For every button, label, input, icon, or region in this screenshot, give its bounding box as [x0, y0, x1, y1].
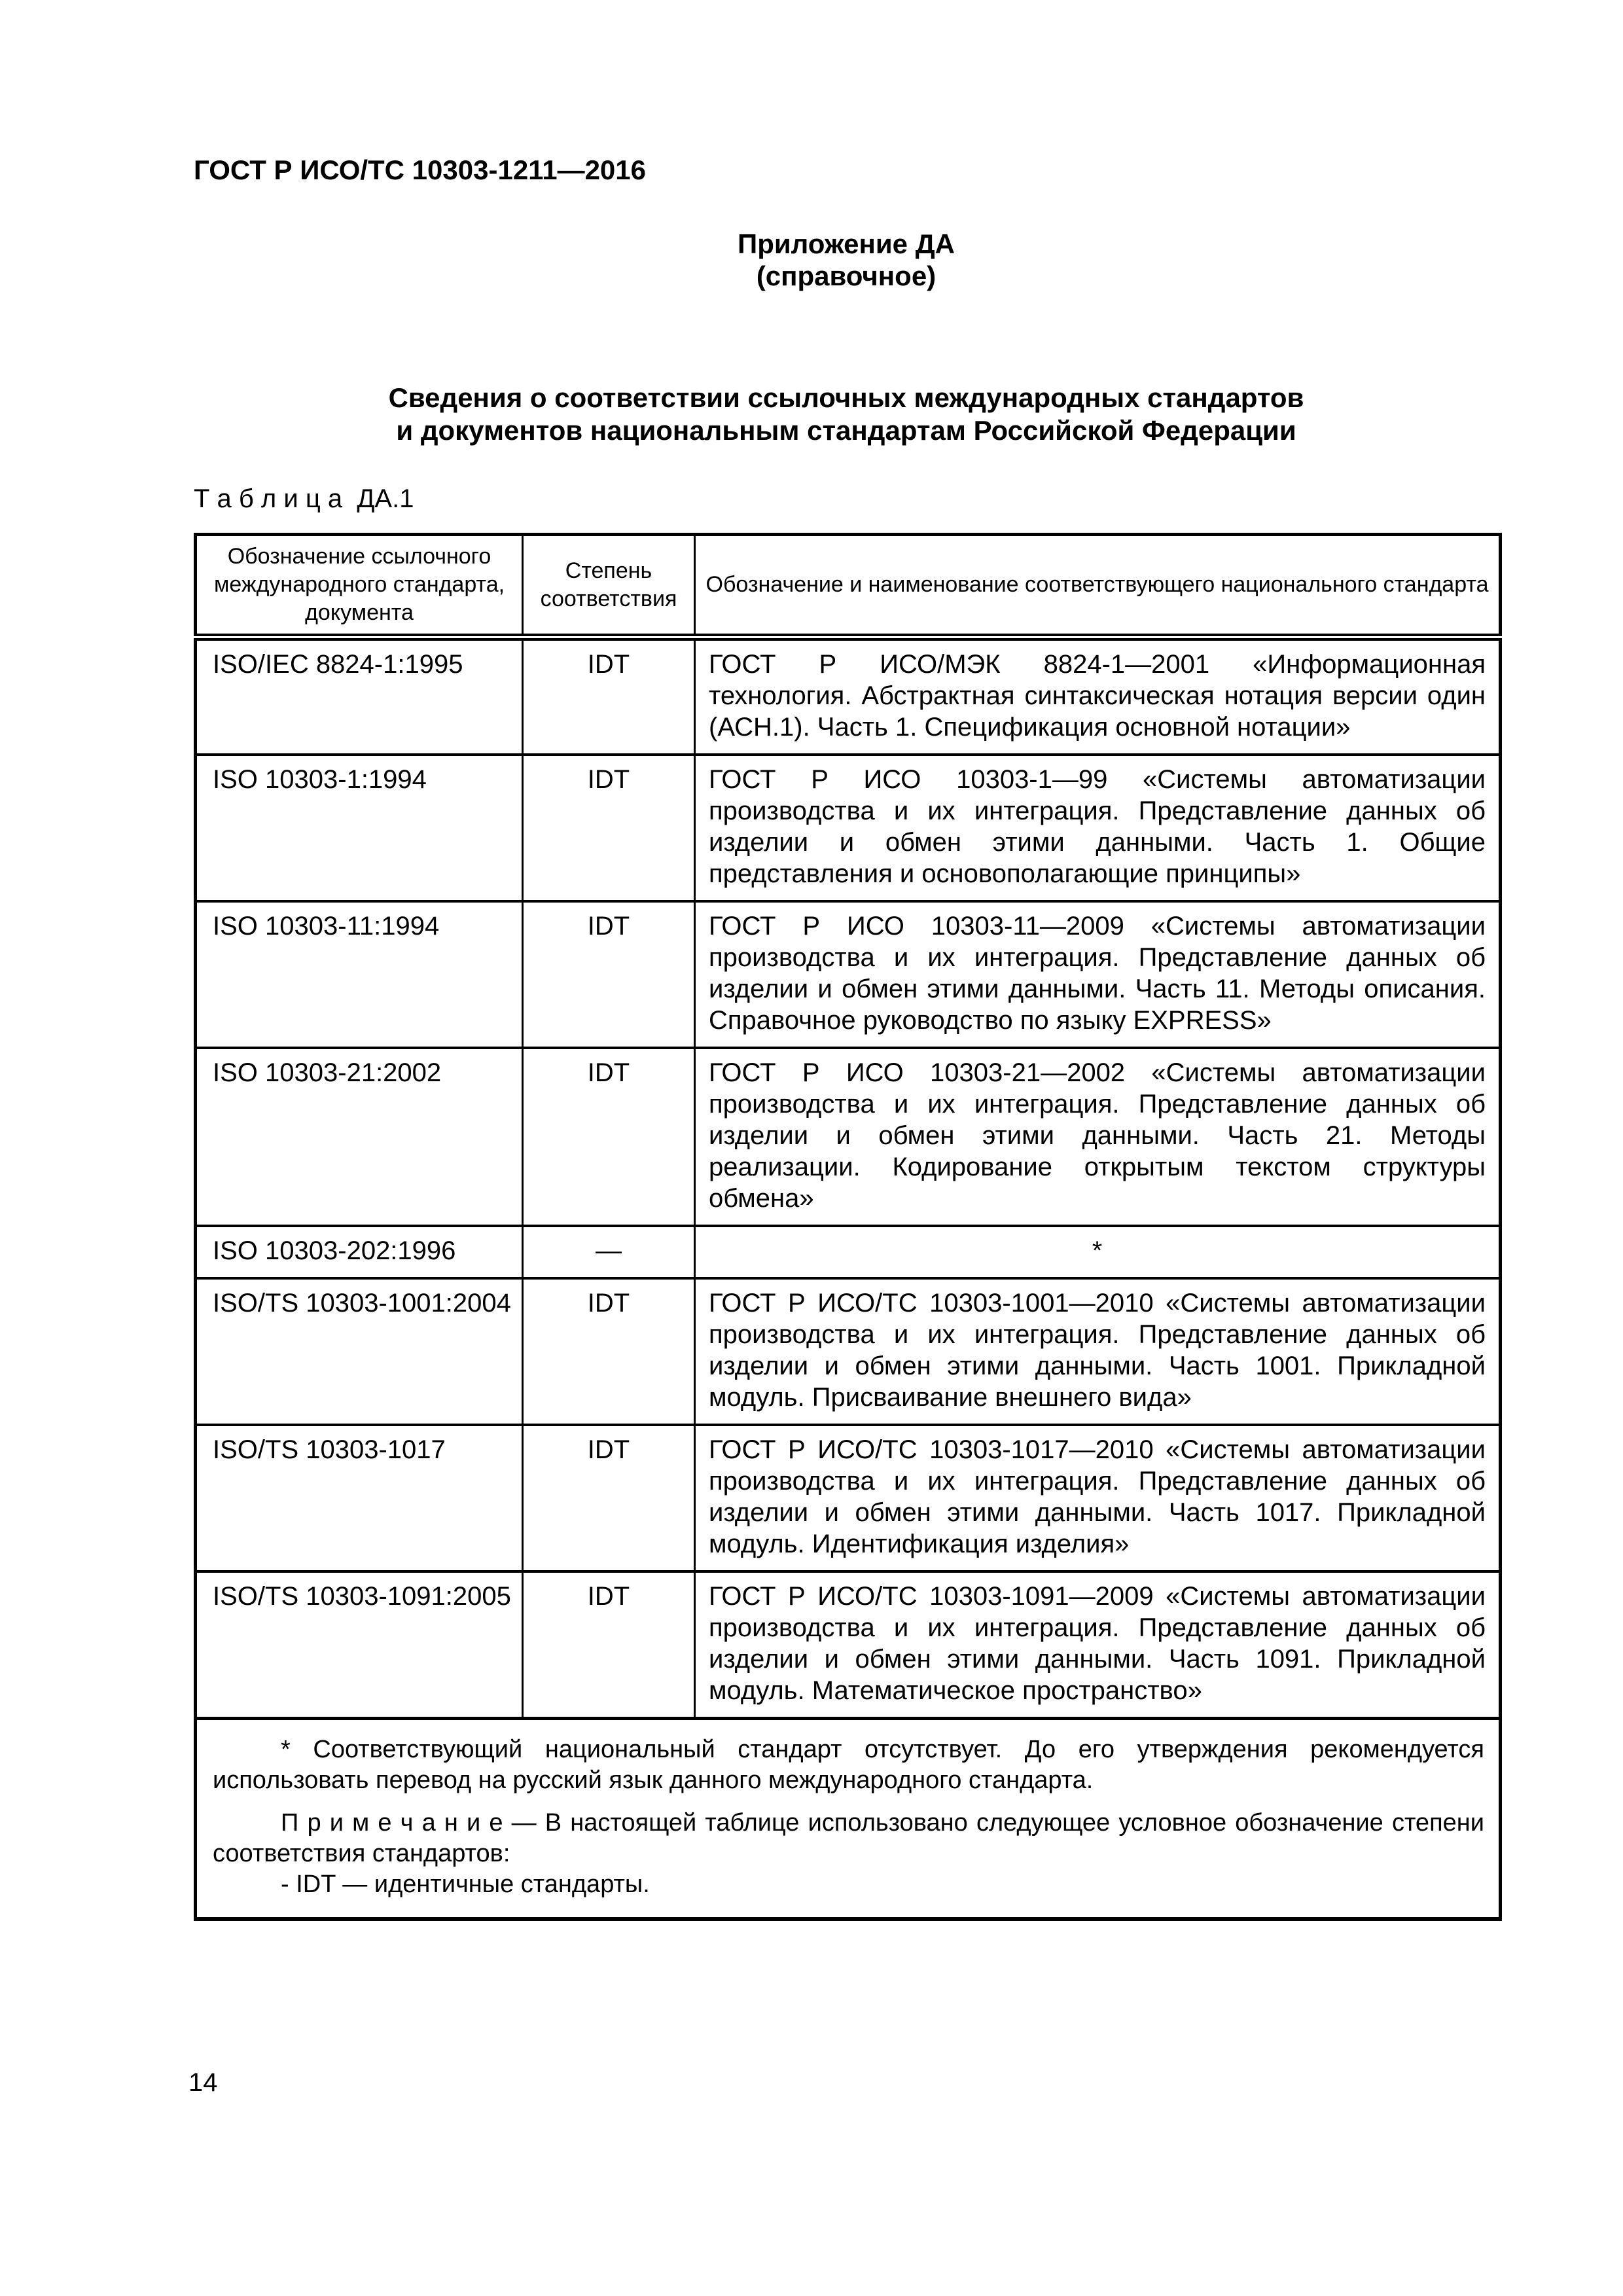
table-body: ISO/IEC 8824-1:1995 IDT ГОСТ Р ИСО/МЭК 882…	[194, 636, 1501, 1720]
table-row: ISO/TS 10303-1001:2004 IDT ГОСТ Р ИСО/ТС 1…	[194, 1277, 1501, 1426]
ref-cell: ISO/TS 10303-1091:2005	[194, 1570, 524, 1720]
footnote-note-item: - IDT — идентичные стандарты.	[281, 1871, 650, 1898]
correspondence-table: Обозначение ссылочного международного ст…	[194, 533, 1502, 1921]
appendix-type: (справочное)	[756, 260, 936, 291]
footnote-asterisk-text: * Соответствующий национальный стандарт …	[213, 1736, 1484, 1794]
table-row: ISO 10303-11:1994 IDT ГОСТ Р ИСО 10303-11—…	[194, 900, 1501, 1049]
ref-cell: ISO/TS 10303-1017	[194, 1424, 524, 1573]
page-title: Сведения о соответствии ссылочных междун…	[388, 382, 1304, 446]
header-degree: Степень соответствия	[522, 533, 696, 641]
degree-cell: IDT	[522, 636, 696, 756]
national-cell: ГОСТ Р ИСО/ТС 10303-1017—2010 «Системы а…	[694, 1424, 1501, 1573]
appendix-label: Приложение ДА	[738, 228, 955, 259]
national-cell: ГОСТ Р ИСО 10303-21—2002 «Системы автома…	[694, 1047, 1501, 1227]
table-header-row: Обозначение ссылочного международного ст…	[194, 533, 1501, 641]
national-cell: *	[694, 1225, 1501, 1280]
table-row: ISO/IEC 8824-1:1995 IDT ГОСТ Р ИСО/МЭК 882…	[194, 636, 1501, 756]
table-row: ISO 10303-202:1996— *	[194, 1225, 1501, 1280]
ref-cell: ISO/IEC 8824-1:1995	[194, 636, 524, 756]
ref-cell: ISO 10303-11:1994	[194, 900, 524, 1049]
ref-cell: ISO/TS 10303-1001:2004	[194, 1277, 524, 1426]
degree-cell: IDT	[522, 1570, 696, 1720]
national-cell: ГОСТ Р ИСО/МЭК 8824-1—2001 «Информационн…	[694, 636, 1501, 756]
header-ref-standard: Обозначение ссылочного международного ст…	[194, 533, 524, 641]
degree-cell: IDT	[522, 753, 696, 903]
degree-cell: IDT	[522, 1047, 696, 1227]
table-footnote: * Соответствующий национальный стандарт …	[194, 1717, 1501, 1920]
table-caption: Т а б л и ц а ДА.1	[194, 484, 414, 513]
national-cell: ГОСТ Р ИСО/ТС 10303-1091—2009 «Системы а…	[694, 1570, 1501, 1720]
ref-cell: ISO 10303-202:1996	[194, 1225, 524, 1280]
national-cell: ГОСТ Р ИСО/ТС 10303-1001—2010 «Системы а…	[694, 1277, 1501, 1426]
footnote-cell: * Соответствующий национальный стандарт …	[194, 1717, 1501, 1920]
correspondence-table-wrap: Обозначение ссылочного международного ст…	[194, 533, 1502, 1921]
footnote-row: * Соответствующий национальный стандарт …	[194, 1717, 1501, 1920]
table-row: ISO 10303-21:2002 IDT ГОСТ Р ИСО 10303-21—…	[194, 1047, 1501, 1227]
ref-cell: ISO 10303-1:1994	[194, 753, 524, 903]
table-header: Обозначение ссылочного международного ст…	[194, 533, 1501, 641]
footnote-note-text: П р и м е ч а н и е — В настоящей таблиц…	[213, 1809, 1484, 1867]
page-number: 14	[188, 2068, 218, 2097]
degree-cell: —	[522, 1225, 696, 1280]
ref-cell: ISO 10303-21:2002	[194, 1047, 524, 1227]
appendix-heading: Приложение ДА (справочное)	[194, 228, 1499, 292]
header-national-standard: Обозначение и наименование соответствующ…	[694, 533, 1501, 641]
table-row: ISO/TS 10303-1091:2005 IDT ГОСТ Р ИСО/ТС 1…	[194, 1570, 1501, 1720]
table-row: ISO/TS 10303-1017 IDT ГОСТ Р ИСО/ТС 10303-…	[194, 1424, 1501, 1573]
degree-cell: IDT	[522, 1424, 696, 1573]
doc-number: ГОСТ Р ИСО/ТС 10303-1211—2016	[194, 154, 647, 185]
degree-cell: IDT	[522, 1277, 696, 1426]
national-cell: ГОСТ Р ИСО 10303-1—99 «Системы автоматиз…	[694, 753, 1501, 903]
degree-cell: IDT	[522, 900, 696, 1049]
national-cell: ГОСТ Р ИСО 10303-11—2009 «Системы автома…	[694, 900, 1501, 1049]
table-row: ISO 10303-1:1994 IDT ГОСТ Р ИСО 10303-1—99…	[194, 753, 1501, 903]
